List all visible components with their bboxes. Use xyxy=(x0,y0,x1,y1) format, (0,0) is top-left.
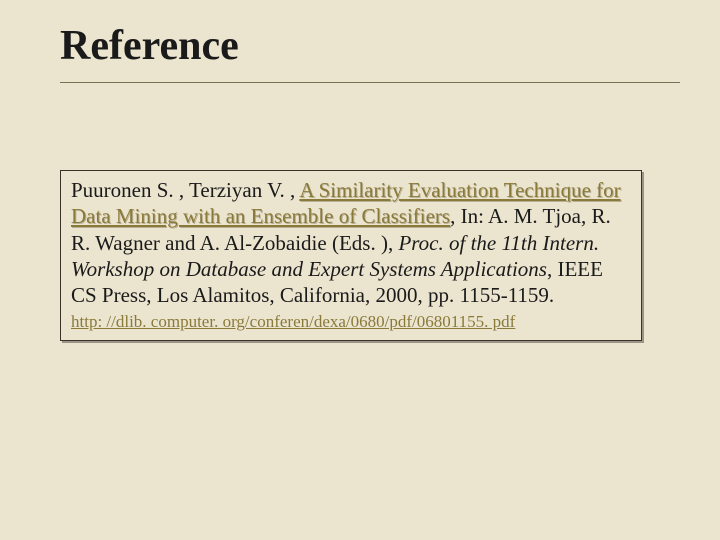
reference-text: Puuronen S. , Terziyan V. , A Similarity… xyxy=(71,177,631,308)
title-underline xyxy=(60,82,680,83)
ref-authors: Puuronen S. , Terziyan V. , xyxy=(71,178,299,202)
title-block: Reference xyxy=(0,0,720,82)
ref-url-link[interactable]: http: //dlib. computer. org/conferen/dex… xyxy=(71,312,515,332)
slide-title: Reference xyxy=(60,22,720,82)
slide: Reference Puuronen S. , Terziyan V. , A … xyxy=(0,0,720,540)
reference-box: Puuronen S. , Terziyan V. , A Similarity… xyxy=(60,170,642,341)
